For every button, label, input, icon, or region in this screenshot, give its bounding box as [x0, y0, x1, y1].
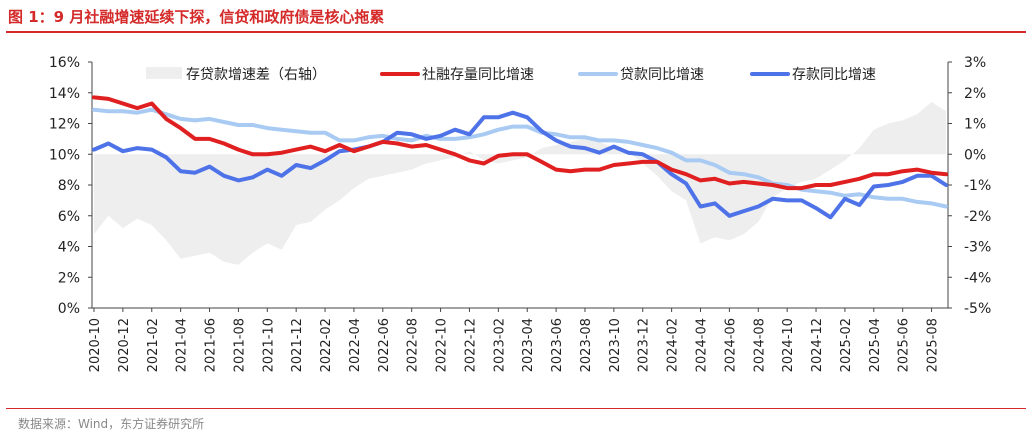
x-axis-tick-label: 2023-12	[637, 318, 652, 372]
chart-title: 图 1：9 月社融增速延续下探，信贷和政府债是核心拖累	[8, 8, 385, 26]
x-axis-tick-label: 2025-06	[897, 318, 912, 372]
x-axis-tick-label: 2024-04	[695, 318, 710, 372]
left-axis-tick-label: 0%	[58, 301, 80, 317]
right-axis-tick-label: 0%	[964, 147, 986, 163]
x-axis-tick-label: 2022-02	[319, 318, 334, 372]
right-axis-tick-label: 3%	[964, 55, 986, 71]
x-axis-tick-label: 2021-10	[261, 318, 276, 372]
x-axis-tick-label: 2025-08	[926, 318, 941, 372]
x-axis-tick-label: 2023-10	[608, 318, 623, 372]
x-axis-tick-label: 2021-02	[146, 318, 161, 372]
x-axis-tick-label: 2022-06	[377, 318, 392, 372]
x-axis-tick-label: 2021-08	[232, 318, 247, 372]
x-axis-tick-label: 2021-06	[204, 318, 219, 372]
left-axis-tick-label: 10%	[49, 147, 80, 163]
spread-area	[94, 102, 946, 265]
x-axis-tick-label: 2024-02	[666, 318, 681, 372]
x-axis-tick-label: 2025-04	[868, 318, 883, 372]
legend-label: 存款同比增速	[792, 67, 876, 83]
series-lines-layer	[92, 95, 948, 220]
x-axis-tick-label: 2024-10	[781, 318, 796, 372]
x-axis-tick-label: 2023-06	[550, 318, 565, 372]
series-line	[92, 110, 948, 220]
left-axis-tick-label: 2%	[58, 270, 80, 286]
axes-layer: 0% 2% 4% 6% 8% 10% 12% 14% 16% -5% -4% -3% -2% -1% 0% 1…	[49, 55, 991, 372]
x-axis-tick-label: 2024-12	[810, 318, 825, 372]
title-divider	[6, 31, 1026, 33]
left-axis-tick-label: 12%	[49, 117, 80, 133]
right-axis-tick-label: -1%	[964, 178, 991, 194]
right-axis-tick-label: 2%	[964, 86, 986, 102]
right-axis-tick-label: -2%	[964, 209, 991, 225]
x-axis-tick-label: 2024-06	[723, 318, 738, 372]
legend-label: 贷款同比增速	[620, 67, 704, 83]
left-axis-tick-label: 16%	[49, 55, 80, 71]
right-axis-tick-label: -5%	[964, 301, 991, 317]
right-axis-tick-label: -3%	[964, 240, 991, 256]
right-axis-tick-label: 1%	[964, 117, 986, 133]
source-note: 数据来源：Wind，东方证券研究所	[18, 417, 205, 431]
x-axis-tick-label: 2022-12	[464, 318, 479, 372]
x-axis-tick-label: 2021-12	[290, 318, 305, 372]
x-axis-tick-label: 2022-04	[348, 318, 363, 372]
spread-area-layer	[94, 102, 946, 265]
x-axis-tick-label: 2022-08	[406, 318, 421, 372]
x-axis-tick-label: 2020-10	[88, 318, 103, 372]
left-axis-tick-label: 4%	[58, 240, 80, 256]
x-axis-tick-label: 2022-10	[435, 318, 450, 372]
source-divider	[6, 408, 1026, 409]
x-axis-tick-label: 2023-02	[492, 318, 507, 372]
left-axis-tick-label: 8%	[58, 178, 80, 194]
x-axis-tick-label: 2020-12	[117, 318, 132, 372]
x-axis-tick-label: 2021-04	[175, 318, 190, 372]
x-axis-tick-label: 2024-08	[752, 318, 767, 372]
legend-swatch	[146, 67, 182, 79]
right-axis-tick-label: -4%	[964, 270, 991, 286]
left-axis-tick-label: 6%	[58, 209, 80, 225]
x-axis-tick-label: 2023-04	[521, 318, 536, 372]
legend-label: 存贷款增速差（右轴）	[186, 67, 326, 83]
legend: 存贷款增速差（右轴） 社融存量同比增速 贷款同比增速 存款同比增速	[146, 67, 876, 83]
legend-label: 社融存量同比增速	[422, 67, 534, 83]
x-axis-tick-label: 2025-02	[839, 318, 854, 372]
series-line	[92, 107, 948, 209]
series-line	[92, 95, 948, 191]
x-axis-tick-label: 2023-08	[579, 318, 594, 372]
left-axis-tick-label: 14%	[49, 86, 80, 102]
